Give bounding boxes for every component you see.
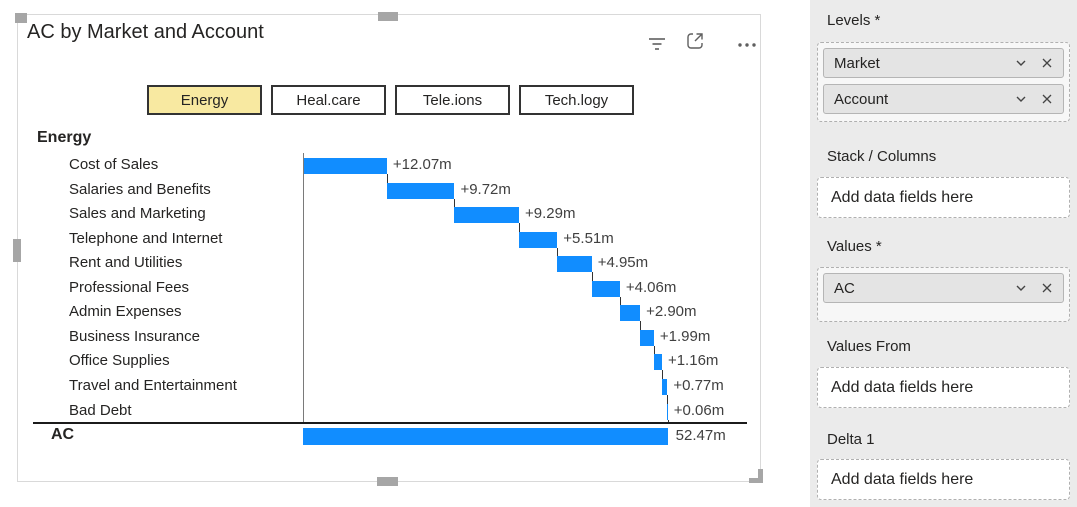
waterfall-bar[interactable] bbox=[557, 256, 592, 273]
waterfall-bar[interactable] bbox=[591, 280, 620, 297]
waterfall-bar[interactable] bbox=[619, 305, 641, 322]
category-label: Sales and Marketing bbox=[69, 205, 206, 223]
well-label-delta-1: Delta 1 bbox=[827, 431, 875, 448]
well-delta-1-dropzone[interactable]: Add data fields here bbox=[817, 459, 1070, 500]
tab-tele-ions[interactable]: Tele.ions bbox=[395, 85, 510, 115]
data-label: +1.16m bbox=[667, 352, 719, 370]
well-values[interactable]: AC bbox=[817, 267, 1070, 322]
more-options-icon[interactable] bbox=[736, 34, 758, 56]
category-tabs: Energy Heal.care Tele.ions Tech.logy bbox=[147, 85, 634, 115]
tab-energy[interactable]: Energy bbox=[147, 85, 262, 115]
dropzone-placeholder: Add data fields here bbox=[831, 378, 974, 396]
connector-line bbox=[667, 419, 669, 422]
total-row-label: AC bbox=[51, 426, 75, 443]
data-label: +12.07m bbox=[392, 156, 452, 173]
remove-icon[interactable] bbox=[1039, 55, 1055, 71]
category-label: Office Supplies bbox=[69, 352, 170, 370]
field-pill-market[interactable]: Market bbox=[823, 48, 1064, 78]
data-label: +9.29m bbox=[525, 205, 576, 223]
well-label-values: Values * bbox=[827, 238, 882, 255]
axis-line bbox=[303, 153, 304, 422]
field-pill-account[interactable]: Account bbox=[823, 84, 1064, 114]
waterfall-bar[interactable] bbox=[386, 182, 455, 199]
total-separator bbox=[33, 422, 747, 424]
category-label: Salaries and Benefits bbox=[69, 180, 211, 198]
field-wells-panel: Levels * Market Account Stack / Columns Add … bbox=[810, 0, 1077, 507]
category-label: Telephone and Internet bbox=[69, 229, 223, 247]
resize-handle-bottom-right[interactable] bbox=[749, 469, 763, 483]
data-label: +4.06m bbox=[625, 278, 677, 296]
field-pill-ac[interactable]: AC bbox=[823, 273, 1064, 303]
category-label: Admin Expenses bbox=[69, 303, 182, 321]
chevron-down-icon[interactable] bbox=[1013, 55, 1029, 71]
category-label: Business Insurance bbox=[69, 327, 200, 345]
well-label-levels: Levels * bbox=[827, 12, 881, 29]
category-label: Professional Fees bbox=[69, 278, 190, 296]
well-label-values-from: Values From bbox=[827, 338, 911, 355]
resize-handle-bottom-middle[interactable] bbox=[377, 477, 398, 486]
total-value-label: 52.47m bbox=[675, 427, 726, 444]
resize-handle-top-middle[interactable] bbox=[378, 12, 398, 21]
waterfall-bar[interactable] bbox=[303, 158, 387, 174]
data-label: +9.72m bbox=[460, 180, 511, 198]
well-levels[interactable]: Market Account bbox=[817, 42, 1070, 122]
category-label: Travel and Entertainment bbox=[69, 376, 237, 394]
waterfall-bar[interactable] bbox=[667, 403, 669, 420]
category-label: Bad Debt bbox=[69, 401, 132, 419]
well-stack-columns-dropzone[interactable]: Add data fields here bbox=[817, 177, 1070, 218]
dropzone-placeholder: Add data fields here bbox=[831, 188, 974, 206]
dropzone-placeholder: Add data fields here bbox=[831, 470, 974, 488]
resize-handle-left-middle[interactable] bbox=[13, 239, 21, 262]
field-pill-label: Market bbox=[834, 54, 880, 72]
field-pill-label: Account bbox=[834, 90, 889, 108]
remove-icon[interactable] bbox=[1039, 280, 1055, 296]
group-header: Energy bbox=[37, 129, 92, 146]
waterfall-bar[interactable] bbox=[640, 329, 654, 346]
data-label: +0.06m bbox=[673, 401, 725, 419]
waterfall-bar[interactable] bbox=[519, 231, 558, 248]
well-label-stack-columns: Stack / Columns bbox=[827, 148, 937, 165]
focus-mode-icon[interactable] bbox=[684, 30, 706, 52]
category-label: Rent and Utilities bbox=[69, 254, 183, 272]
waterfall-bar[interactable] bbox=[454, 207, 519, 224]
data-label: +2.90m bbox=[646, 303, 697, 321]
visual-title: AC by Market and Account bbox=[27, 21, 264, 43]
filter-icon[interactable] bbox=[646, 32, 668, 54]
remove-icon[interactable] bbox=[1039, 91, 1055, 107]
resize-handle-top-left[interactable] bbox=[15, 13, 27, 23]
visual-container: AC by Market and Account Energy Heal.care… bbox=[17, 14, 761, 482]
data-label: +0.77m bbox=[673, 376, 724, 394]
total-bar[interactable] bbox=[303, 428, 668, 445]
category-label: Cost of Sales bbox=[69, 156, 159, 173]
tab-heal-care[interactable]: Heal.care bbox=[271, 85, 386, 115]
waterfall-bar[interactable] bbox=[661, 378, 668, 395]
tab-tech-logy[interactable]: Tech.logy bbox=[519, 85, 634, 115]
data-label: +5.51m bbox=[563, 229, 614, 247]
field-pill-label: AC bbox=[834, 279, 855, 297]
well-values-from-dropzone[interactable]: Add data fields here bbox=[817, 367, 1070, 408]
chevron-down-icon[interactable] bbox=[1013, 280, 1029, 296]
data-label: +4.95m bbox=[597, 254, 649, 272]
waterfall-bar[interactable] bbox=[653, 354, 662, 371]
data-label: +1.99m bbox=[659, 327, 711, 345]
chevron-down-icon[interactable] bbox=[1013, 91, 1029, 107]
